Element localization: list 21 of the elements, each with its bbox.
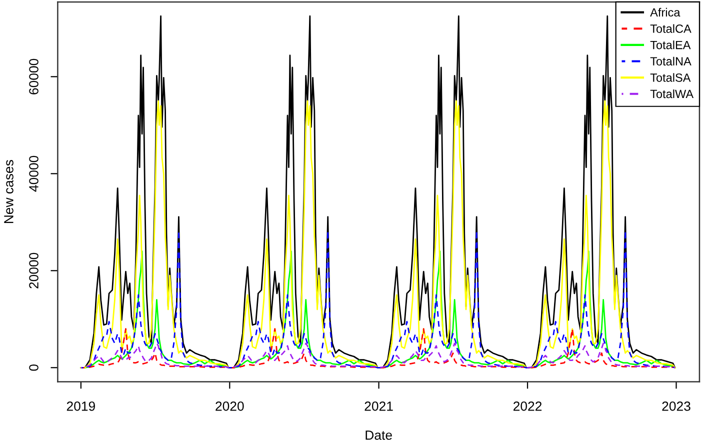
x-tick-label: 2019 xyxy=(66,401,95,411)
legend-label: TotalWA xyxy=(650,89,694,98)
line-series xyxy=(80,342,676,368)
legend-label: TotalSA xyxy=(650,73,691,82)
x-tick-label: 2020 xyxy=(216,401,244,411)
x-tick-label: 2022 xyxy=(514,401,542,411)
legend-label: Africa xyxy=(650,8,680,17)
line-series xyxy=(80,230,676,368)
legend-label: TotalEA xyxy=(650,40,691,50)
y-axis-title: New cases xyxy=(4,160,14,224)
y-tick-label: 40000 xyxy=(29,156,38,192)
y-tick-label: 60000 xyxy=(29,58,38,94)
x-axis-title: Date xyxy=(366,430,392,440)
x-tick-label: 2021 xyxy=(364,401,393,411)
x-tick-label: 2023 xyxy=(662,401,690,411)
line-series xyxy=(80,100,676,368)
legend-label: TotalCA xyxy=(650,24,692,33)
legend-label: TotalNA xyxy=(650,56,692,66)
y-tick-label: 0 xyxy=(29,364,38,371)
y-tick-label: 20000 xyxy=(29,252,38,288)
line-series xyxy=(80,328,676,368)
